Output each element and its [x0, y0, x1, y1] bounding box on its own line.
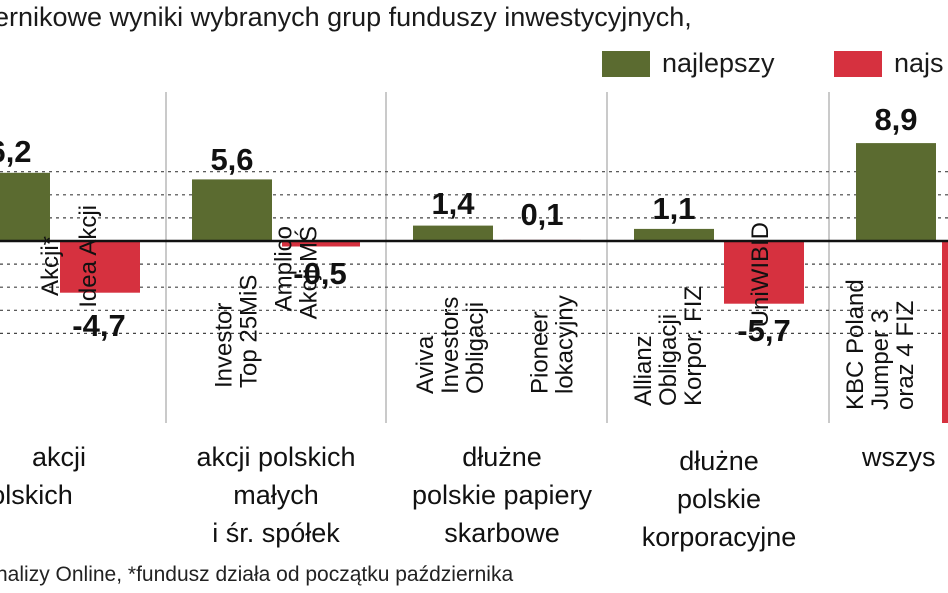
group-label-4: dłużne polskie korporacyjne: [641, 446, 797, 552]
fund-name-3-line-1: Investor: [211, 303, 238, 388]
fund-name-5-line-3: Obligacji: [462, 302, 489, 394]
fund-name-3: InvestorTop 25MiS: [211, 275, 263, 388]
group-label-3: dłużne polskie papiery skarbowe: [411, 442, 593, 548]
fund-name-1: Akcji*: [37, 236, 64, 296]
bar-3: [192, 179, 272, 241]
value-label-7: 1,1: [652, 191, 695, 226]
fund-name-8: UniWIBID: [747, 222, 774, 327]
bar-2: [60, 241, 140, 293]
value-label-8: -5,7: [737, 313, 790, 348]
group-label-2: akcji polskich małych i śr. spółek: [196, 442, 356, 548]
value-label-9: 8,9: [874, 102, 917, 137]
chart-title: ernikowe wyniki wybranych grup funduszy …: [0, 2, 692, 32]
fund-name-9-line-2: Jumper 3: [867, 310, 894, 410]
legend-item-best: najlepszy: [602, 48, 775, 79]
bar-7: [634, 228, 714, 241]
fund-name-9-line-3: oraz 4 FIZ: [892, 301, 919, 410]
fund-name-3-line-2: Top 25MiS: [236, 275, 263, 388]
group-label-5: wszys: [862, 442, 936, 472]
bar-5: [413, 225, 493, 241]
value-label-4: -0,5: [293, 256, 346, 291]
bar-9: [856, 143, 936, 241]
value-label-3: 5,6: [210, 142, 253, 177]
fund-name-7-line-1: Allianz: [630, 335, 657, 406]
fund-name-5-line-2: Investors: [437, 297, 464, 394]
fund-name-5-line-1: Aviva: [412, 335, 439, 394]
group-label-1: akcji polskich: [0, 442, 86, 510]
fund-name-6-line-1: Pioneer: [527, 311, 554, 394]
fund-name-4-line-1: Amplico: [271, 226, 298, 311]
fund-name-1-line-1: Akcji*: [37, 236, 64, 296]
legend-label-worst: najs: [894, 48, 944, 78]
chart-subtitle-fragment: .: [0, 46, 2, 80]
fund-name-9: KBC PolandJumper 3oraz 4 FIZ: [842, 279, 919, 410]
fund-name-2-line-1: Idea Akcji: [75, 205, 102, 308]
fund-name-2: Idea Akcji: [75, 205, 102, 308]
legend-swatch-worst: [834, 50, 882, 77]
value-label-5: 1,4: [431, 186, 475, 221]
fund-name-9-line-1: KBC Poland: [842, 279, 869, 410]
value-label-1: 6,2: [0, 134, 32, 169]
legend-item-worst: najs: [834, 48, 944, 79]
fund-name-7: AllianzObligacjiKorpor. FIZ: [630, 286, 707, 406]
legend-swatch-best: [602, 50, 650, 77]
fund-name-6: Pioneerlokacyjny: [527, 295, 579, 394]
bar-1: [0, 172, 50, 241]
fund-name-4-line-2: Akcji MŚ: [295, 226, 323, 319]
fund-name-8-line-1: UniWIBID: [747, 222, 774, 327]
fund-name-7-line-3: Korpor. FIZ: [680, 286, 707, 406]
bars-group: [0, 143, 948, 423]
value-label-2: -4,7: [72, 308, 125, 343]
bar-4: [282, 241, 360, 247]
legend-label-best: najlepszy: [662, 48, 775, 78]
source-note: nalizy Online, *fundusz działa od począt…: [0, 563, 514, 586]
fund-name-7-line-2: Obligacji: [655, 314, 682, 406]
value-label-6: 0,1: [520, 197, 563, 232]
fund-name-4: AmplicoAkcji MŚ: [271, 226, 323, 319]
fund-name-5: AvivaInvestorsObligacji: [412, 297, 489, 394]
fund-name-6-line-2: lokacyjny: [552, 295, 579, 394]
bar-10: [942, 241, 948, 423]
bar-8: [724, 241, 804, 304]
